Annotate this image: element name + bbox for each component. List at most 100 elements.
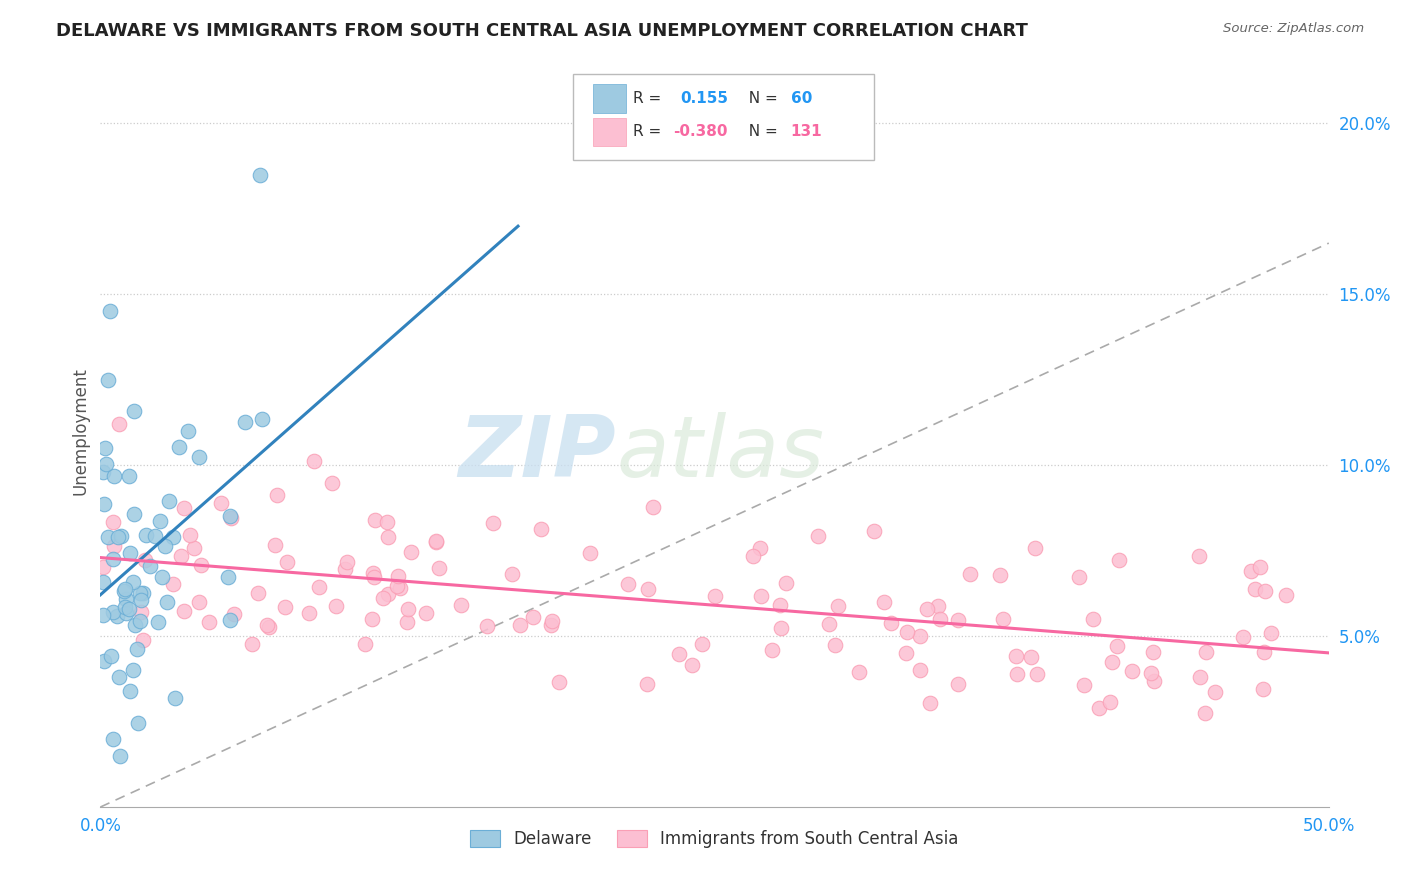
Point — [122, 575, 145, 590]
Point — [450, 598, 472, 612]
Point — [112, 584, 135, 599]
Point — [1251, 681, 1274, 696]
Point — [1004, 649, 1026, 664]
Point — [100, 648, 122, 663]
Point — [101, 731, 124, 746]
Point — [928, 612, 950, 626]
Point — [1024, 541, 1046, 555]
Point — [501, 567, 523, 582]
Point — [824, 638, 846, 652]
Point — [364, 513, 387, 527]
Point — [775, 576, 797, 591]
Point — [135, 527, 157, 541]
Point — [118, 546, 141, 560]
Point — [274, 600, 297, 615]
Point — [617, 577, 640, 591]
Point — [1254, 583, 1277, 598]
Point — [118, 602, 141, 616]
Point — [988, 567, 1011, 582]
Point — [848, 665, 870, 679]
Point — [101, 551, 124, 566]
Point — [398, 601, 420, 615]
Point — [256, 618, 278, 632]
Point — [162, 577, 184, 591]
Point — [149, 514, 172, 528]
Point — [198, 615, 221, 629]
Point — [637, 582, 659, 597]
Point — [908, 663, 931, 677]
Point — [132, 633, 155, 648]
Point — [107, 670, 129, 684]
Point — [129, 593, 152, 607]
Point — [219, 613, 242, 627]
Point — [1107, 640, 1129, 654]
Point — [187, 594, 209, 608]
Point — [298, 606, 321, 620]
Point — [908, 630, 931, 644]
Point — [993, 612, 1015, 626]
Point — [769, 621, 792, 635]
Point — [107, 530, 129, 544]
Point — [107, 417, 129, 431]
Point — [1253, 645, 1275, 659]
Point — [333, 561, 356, 575]
Point — [129, 586, 152, 600]
Legend: Delaware, Immigrants from South Central Asia: Delaware, Immigrants from South Central … — [464, 823, 966, 855]
Point — [114, 582, 136, 596]
Point — [668, 647, 690, 661]
Point — [257, 620, 280, 634]
Text: R =: R = — [634, 124, 666, 139]
Point — [217, 570, 239, 584]
Point — [170, 549, 193, 564]
Point — [124, 507, 146, 521]
Point — [143, 529, 166, 543]
Point — [522, 610, 544, 624]
Point — [91, 608, 114, 623]
Point — [1101, 656, 1123, 670]
Point — [276, 555, 298, 569]
Point — [377, 587, 399, 601]
Point — [118, 468, 141, 483]
Point — [91, 465, 114, 479]
Point — [173, 605, 195, 619]
Point — [681, 658, 703, 673]
Point — [139, 559, 162, 574]
Point — [920, 696, 942, 710]
Point — [91, 575, 114, 590]
Point — [1188, 549, 1211, 564]
Point — [896, 646, 918, 660]
Point — [761, 643, 783, 657]
Point — [475, 619, 498, 633]
Point — [703, 589, 725, 603]
Point — [165, 690, 187, 705]
Point — [353, 637, 375, 651]
Point — [1143, 674, 1166, 689]
Point — [233, 415, 256, 429]
Point — [1005, 667, 1028, 681]
Point — [114, 600, 136, 615]
Point — [187, 450, 209, 464]
Point — [363, 570, 385, 584]
Point — [377, 530, 399, 544]
Point — [1073, 678, 1095, 692]
Point — [108, 748, 131, 763]
Point — [769, 598, 792, 612]
Point — [1019, 650, 1042, 665]
Text: N =: N = — [740, 124, 783, 139]
Point — [150, 570, 173, 584]
Point — [325, 599, 347, 614]
Text: atlas: atlas — [616, 412, 824, 495]
Point — [578, 546, 600, 560]
Point — [643, 500, 665, 514]
Text: R =: R = — [634, 91, 672, 106]
Point — [927, 599, 949, 613]
Text: N =: N = — [740, 91, 783, 106]
Point — [156, 595, 179, 609]
Point — [1142, 645, 1164, 659]
Point — [252, 412, 274, 426]
Point — [122, 663, 145, 677]
FancyBboxPatch shape — [574, 74, 875, 161]
Point — [1098, 695, 1121, 709]
Point — [387, 569, 409, 583]
Point — [103, 516, 125, 530]
